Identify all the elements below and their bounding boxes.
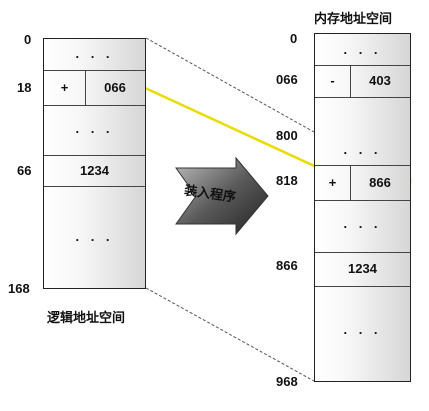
logical-address-168: 168: [8, 281, 30, 296]
projection-line-bottom: [145, 287, 315, 382]
logical-address-66: 66: [17, 163, 32, 178]
physical-address-800: 800: [276, 128, 298, 143]
physical-address-968: 968: [276, 374, 298, 389]
physical-title: 内存地址空间: [314, 11, 393, 26]
logical-address-column: . . . + 066 . . . 1234 . . .: [43, 38, 146, 289]
logical-address-18: 18: [17, 80, 32, 95]
logical-offset-value: 066: [104, 80, 126, 95]
physical-data-cell: 1234: [348, 261, 377, 276]
physical-address-066: 066: [276, 72, 298, 87]
logical-operator: +: [60, 80, 69, 95]
physical-address-0: 0: [290, 31, 298, 46]
logical-top-cell: . . .: [75, 46, 114, 61]
physical-operator-1: -: [330, 73, 335, 88]
physical-operator-2: +: [328, 175, 337, 190]
physical-middle-cell-2: . . .: [343, 216, 382, 231]
logical-address-0: 0: [24, 32, 32, 47]
pointer-arrow: [142, 85, 336, 176]
logical-data-cell: 1234: [80, 163, 109, 178]
physical-address-818: 818: [276, 173, 298, 188]
loader-arrow: [175, 156, 269, 236]
logical-bottom-cell: . . .: [75, 229, 114, 244]
physical-top-cell: . . .: [343, 42, 382, 57]
projection-line-top: [145, 37, 315, 133]
physical-value-403: 403: [369, 73, 391, 88]
logical-middle-cell: . . .: [75, 121, 114, 136]
physical-bottom-cell: . . .: [343, 322, 382, 337]
logical-caption: 逻辑地址空间: [47, 310, 126, 325]
physical-middle-cell-1: . . .: [343, 142, 382, 157]
physical-address-866: 866: [276, 258, 298, 273]
physical-memory-column: . . . - 403 . . . + 866 . . . 1234 . . .: [314, 33, 411, 382]
physical-value-866: 866: [369, 175, 391, 190]
